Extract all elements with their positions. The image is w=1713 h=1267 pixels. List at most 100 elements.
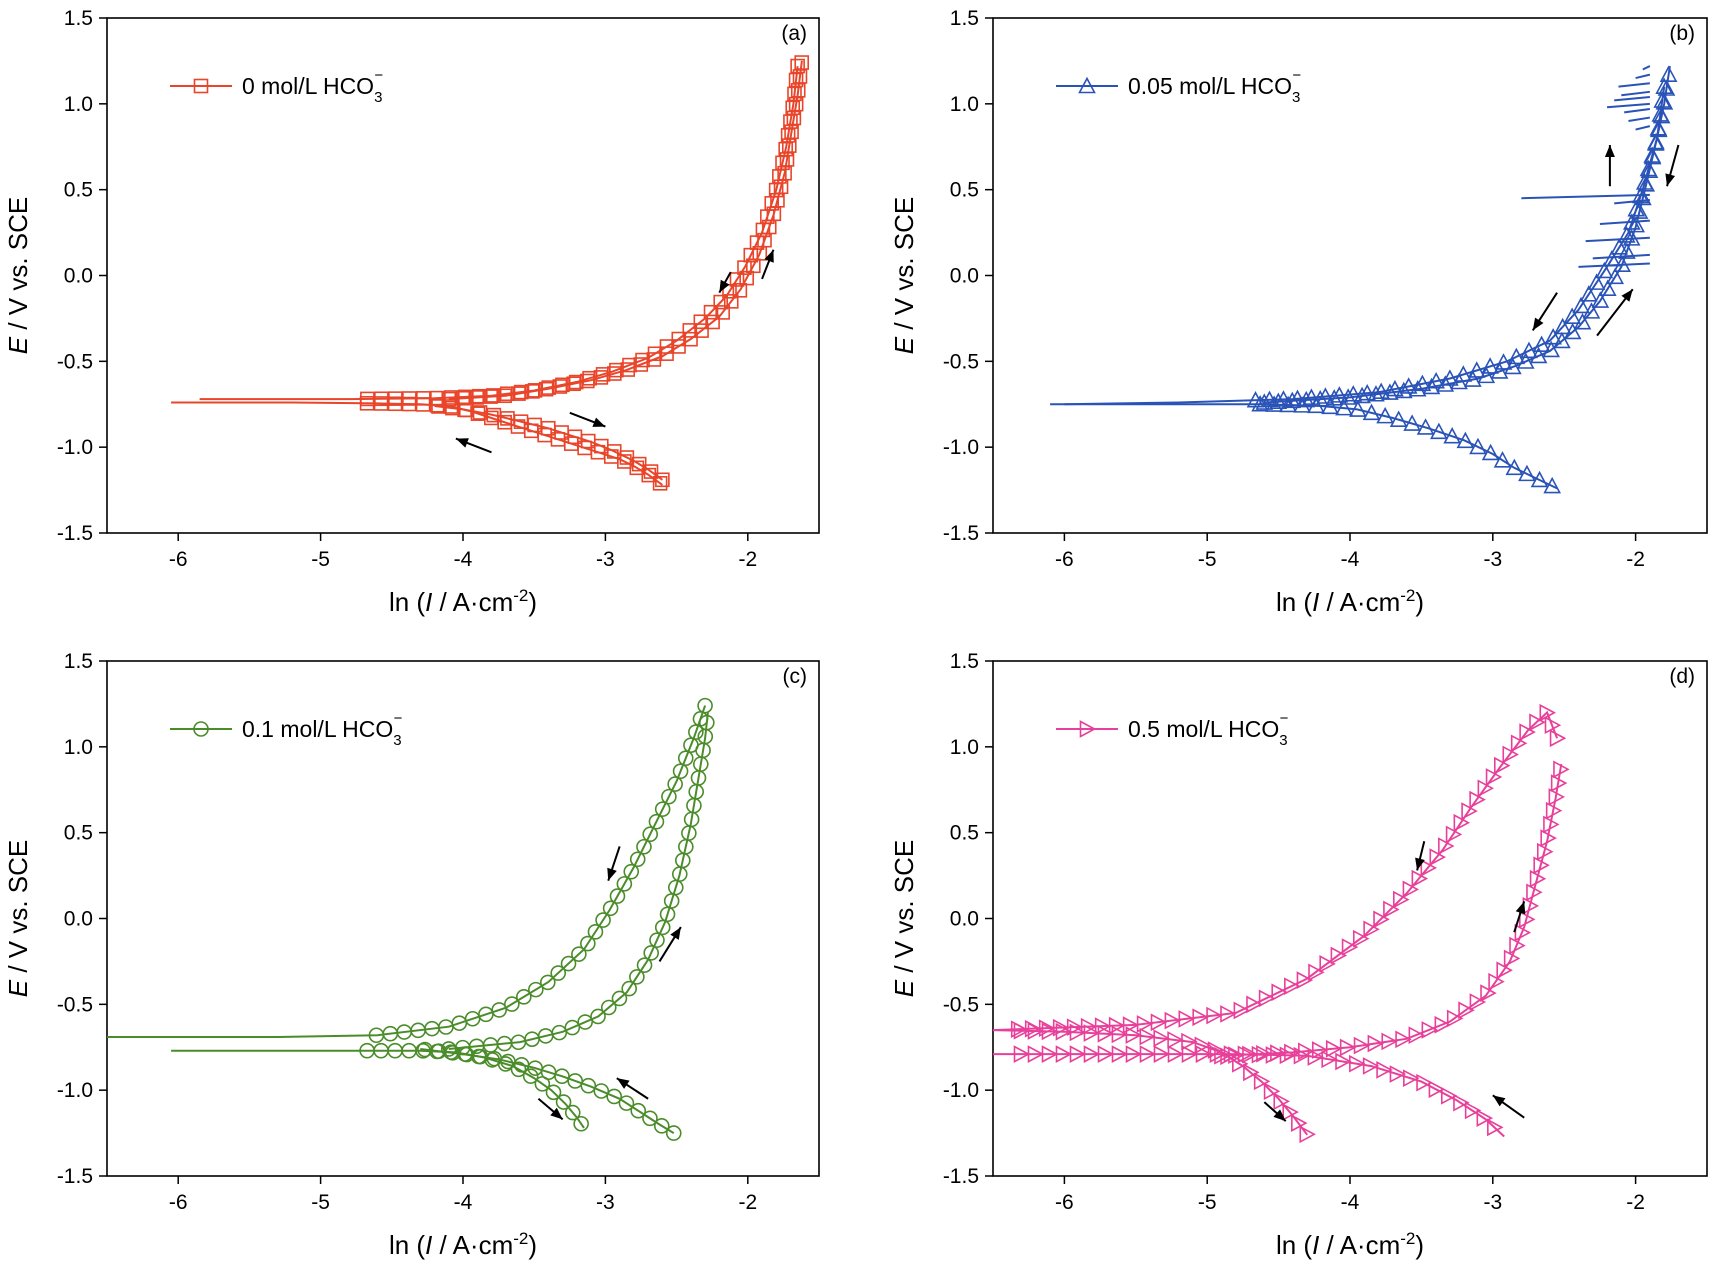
data-point bbox=[1445, 825, 1463, 844]
x-tick-label: -6 bbox=[169, 548, 188, 571]
legend-text: 0.1 mol/L HCO3− bbox=[242, 710, 403, 749]
x-axis-label: ln (I / A·cm-2) bbox=[1276, 1229, 1424, 1260]
data-point bbox=[1548, 788, 1566, 806]
data-point bbox=[1209, 1045, 1227, 1063]
x-tick-label: -4 bbox=[454, 1191, 473, 1214]
x-tick-label: -4 bbox=[1341, 548, 1360, 571]
data-point bbox=[655, 472, 670, 488]
x-axis-label: ln (I / A·cm-2) bbox=[1276, 586, 1424, 617]
data-point bbox=[1481, 443, 1500, 461]
series-reverse bbox=[992, 703, 1567, 1039]
data-point bbox=[1299, 1125, 1316, 1144]
data-point bbox=[1413, 374, 1432, 392]
data-point bbox=[1335, 398, 1353, 416]
data-point bbox=[1181, 1045, 1199, 1063]
data-point bbox=[1610, 238, 1629, 255]
x-tick-label: -5 bbox=[311, 548, 330, 571]
legend: 0.1 mol/L HCO3− bbox=[170, 710, 403, 749]
data-point bbox=[368, 1027, 385, 1044]
series-line bbox=[992, 710, 1559, 1032]
data-point bbox=[1251, 1045, 1269, 1064]
data-point bbox=[1381, 1032, 1398, 1051]
data-point bbox=[1167, 1031, 1184, 1049]
direction-arrow bbox=[1492, 1094, 1525, 1119]
data-point bbox=[1265, 1046, 1283, 1064]
data-point bbox=[486, 388, 501, 403]
direction-arrow bbox=[718, 271, 732, 294]
data-point bbox=[600, 999, 617, 1016]
data-point bbox=[1494, 353, 1513, 370]
y-tick-label: -1.0 bbox=[943, 1079, 979, 1102]
data-point bbox=[402, 391, 417, 406]
data-point bbox=[580, 935, 596, 952]
x-tick-label: -3 bbox=[596, 1191, 615, 1214]
data-point bbox=[1485, 768, 1503, 786]
data-point bbox=[648, 813, 665, 830]
data-point bbox=[1125, 1045, 1143, 1063]
data-point bbox=[1402, 880, 1420, 899]
data-point bbox=[1321, 1050, 1338, 1069]
noise-line bbox=[1614, 95, 1650, 102]
data-point bbox=[1178, 1010, 1195, 1028]
noise-line bbox=[1614, 198, 1650, 205]
data-point bbox=[705, 314, 720, 330]
y-tick-label: -1.5 bbox=[943, 522, 979, 545]
data-point bbox=[661, 788, 677, 805]
data-point bbox=[792, 69, 808, 84]
data-point bbox=[1543, 815, 1560, 834]
series-cathodic-reverse bbox=[431, 399, 670, 488]
direction-arrow bbox=[569, 411, 606, 428]
data-point bbox=[1389, 1065, 1407, 1083]
data-point bbox=[1553, 760, 1570, 779]
data-point bbox=[1311, 1041, 1329, 1059]
data-point bbox=[1416, 1073, 1433, 1092]
data-point bbox=[1461, 802, 1478, 820]
data-point bbox=[1403, 414, 1421, 431]
data-point bbox=[1302, 388, 1321, 405]
y-tick-label: -1.0 bbox=[943, 436, 979, 459]
panel-label: (d) bbox=[1669, 665, 1695, 688]
data-point bbox=[1069, 1045, 1087, 1063]
data-point bbox=[1427, 371, 1445, 389]
data-point bbox=[788, 96, 804, 112]
data-point bbox=[652, 476, 668, 491]
data-point bbox=[1481, 357, 1499, 374]
y-tick-label: 0.0 bbox=[64, 908, 93, 931]
data-point bbox=[560, 955, 577, 972]
data-point bbox=[643, 945, 659, 961]
data-point bbox=[1627, 199, 1646, 217]
data-point bbox=[1339, 1038, 1357, 1057]
series-line bbox=[448, 712, 709, 1050]
data-point bbox=[1440, 1086, 1458, 1105]
series-anodic-forward bbox=[441, 55, 810, 407]
data-point bbox=[1027, 1022, 1045, 1040]
series-line bbox=[448, 60, 803, 401]
data-point bbox=[445, 400, 460, 416]
data-point bbox=[1055, 1045, 1073, 1063]
series-forward-cathodic bbox=[992, 1021, 1316, 1144]
data-point bbox=[1233, 1001, 1251, 1020]
data-point bbox=[642, 1110, 658, 1127]
data-point bbox=[1195, 1045, 1213, 1063]
series-cathodic-reverse bbox=[993, 1045, 1505, 1138]
data-point bbox=[688, 724, 704, 740]
y-tick-label: 0.5 bbox=[64, 822, 93, 845]
data-point bbox=[1341, 938, 1359, 956]
data-point bbox=[522, 1068, 539, 1084]
data-point bbox=[1383, 900, 1400, 919]
data-point bbox=[595, 912, 611, 928]
noise-line bbox=[1578, 262, 1650, 268]
y-tick-label: 1.5 bbox=[950, 7, 979, 30]
x-axis-label: ln (I / A·cm-2) bbox=[389, 586, 537, 617]
data-point bbox=[1291, 1114, 1308, 1132]
data-point bbox=[550, 965, 567, 981]
data-point bbox=[611, 990, 628, 1007]
data-point bbox=[1153, 1045, 1171, 1063]
legend-marker bbox=[193, 721, 209, 737]
data-point bbox=[1041, 1045, 1059, 1063]
data-point bbox=[682, 323, 698, 338]
data-point bbox=[1502, 745, 1519, 764]
y-tick-label: -0.5 bbox=[57, 350, 93, 373]
data-point bbox=[1097, 1024, 1115, 1043]
